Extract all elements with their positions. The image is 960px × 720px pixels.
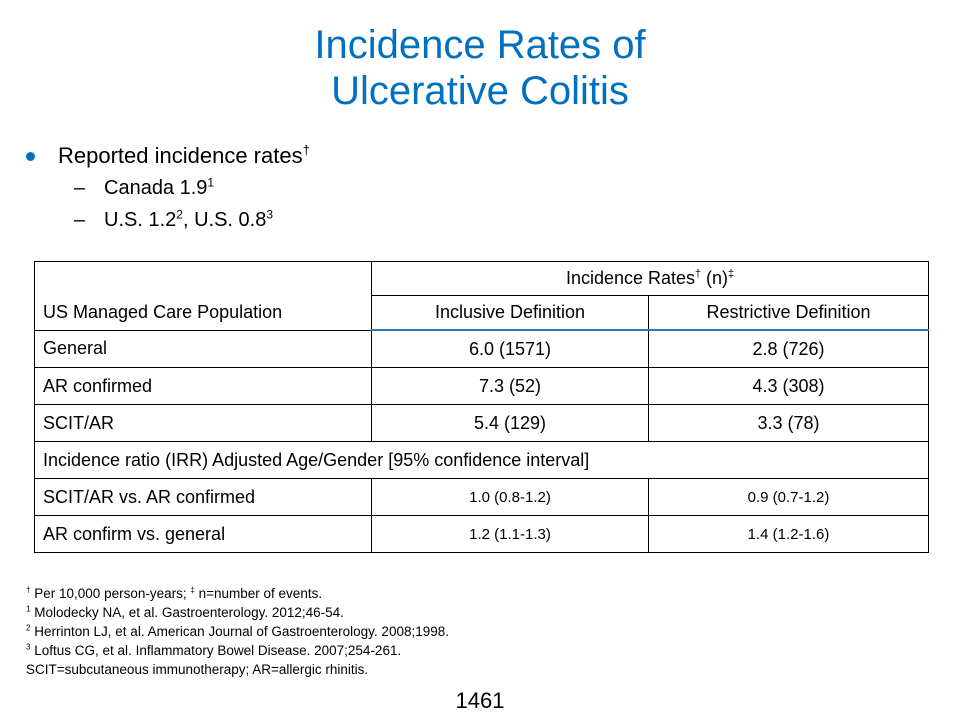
column-header-restrictive: Restrictive Definition	[648, 295, 929, 331]
table-row: SCIT/AR vs. AR confirmed 1.0 (0.8-1.2) 0…	[34, 478, 929, 516]
sub-bullet-text: U.S. 1.2	[104, 209, 177, 231]
cell-restrictive: 1.4 (1.2-1.6)	[648, 515, 929, 553]
dash-icon: –	[74, 177, 86, 199]
bullet-list: Reported incidence rates† – Canada 1.91 …	[26, 141, 310, 235]
column-header-inclusive: Inclusive Definition	[371, 295, 649, 331]
footnote-line: SCIT=subcutaneous immunotherapy; AR=alle…	[26, 660, 449, 679]
reference-mark: 3	[266, 207, 274, 222]
footnote-text: Herrinton LJ, et al. American Journal of…	[30, 624, 450, 639]
footnote-text: n=number of events.	[194, 586, 323, 601]
footnote-text: SCIT=subcutaneous immunotherapy; AR=alle…	[26, 662, 369, 677]
bullet-text: Reported incidence rates	[58, 143, 303, 168]
cell-inclusive: 7.3 (52)	[371, 367, 649, 405]
footnote-line: 3 Loftus CG, et al. Inflammatory Bowel D…	[26, 641, 449, 660]
cell-restrictive: 2.8 (726)	[648, 329, 929, 368]
row-label: SCIT/AR vs. AR confirmed	[34, 478, 372, 516]
cell-inclusive: 5.4 (129)	[371, 404, 649, 442]
table-header-row: US Managed Care Population Incidence Rat…	[34, 261, 929, 331]
reference-mark: 3	[26, 642, 31, 652]
dagger-mark: †	[695, 268, 702, 280]
column-group-header: Incidence Rates† (n)‡	[371, 261, 929, 296]
reference-mark: 2	[176, 207, 183, 222]
sub-bullet-canada: – Canada 1.91	[26, 173, 310, 203]
footnote-line: 2 Herrinton LJ, et al. American Journal …	[26, 622, 449, 641]
slide-title: Incidence Rates of Ulcerative Colitis	[0, 22, 960, 114]
footnote-line: † Per 10,000 person-years; ‡ n=number of…	[26, 584, 449, 603]
table-row: AR confirm vs. general 1.2 (1.1-1.3) 1.4…	[34, 515, 929, 553]
row-label: General	[34, 329, 372, 368]
row-label: SCIT/AR	[34, 404, 372, 442]
group-header-n: (n)	[701, 268, 729, 288]
title-line-2: Ulcerative Colitis	[331, 69, 629, 113]
title-line-1: Incidence Rates of	[314, 23, 646, 67]
column-header-population: US Managed Care Population	[34, 261, 372, 331]
double-dagger-mark: ‡	[190, 585, 195, 595]
page-number: 1461	[455, 688, 505, 713]
dagger-mark: †	[302, 142, 310, 158]
cell-inclusive: 6.0 (1571)	[371, 329, 649, 368]
incidence-table: US Managed Care Population Incidence Rat…	[34, 261, 929, 553]
row-label: AR confirm vs. general	[34, 515, 372, 553]
bullet-item: Reported incidence rates†	[26, 141, 310, 171]
reference-mark: 1	[207, 175, 215, 190]
sub-bullet-text: Canada 1.9	[104, 177, 208, 199]
table-row: SCIT/AR 5.4 (129) 3.3 (78)	[34, 404, 929, 442]
footnote-line: 1 Molodecky NA, et al. Gastroenterology.…	[26, 603, 449, 622]
cell-restrictive: 0.9 (0.7-1.2)	[648, 478, 929, 516]
sub-bullet-text: , U.S. 0.8	[182, 209, 267, 231]
cell-restrictive: 3.3 (78)	[648, 404, 929, 442]
table-subheader-row: Inclusive Definition Restrictive Definit…	[35, 295, 929, 331]
sub-bullet-us: – U.S. 1.22, U.S. 0.83	[26, 205, 310, 235]
group-header-text: Incidence Rates	[565, 268, 696, 288]
table-row: AR confirmed 7.3 (52) 4.3 (308)	[34, 367, 929, 405]
footnote-text: Per 10,000 person-years;	[30, 586, 191, 601]
table-row: General 6.0 (1571) 2.8 (726)	[34, 329, 929, 368]
dagger-mark: †	[26, 585, 31, 595]
bullet-dot-icon	[26, 152, 35, 161]
reference-mark: 1	[26, 604, 31, 614]
footnotes: † Per 10,000 person-years; ‡ n=number of…	[26, 584, 449, 679]
footnote-text: Molodecky NA, et al. Gastroenterology. 2…	[30, 605, 344, 620]
cell-inclusive: 1.2 (1.1-1.3)	[371, 515, 649, 553]
dash-icon: –	[74, 209, 86, 231]
cell-inclusive: 1.0 (0.8-1.2)	[371, 478, 649, 516]
reference-mark: 2	[26, 623, 31, 633]
footnote-text: Loftus CG, et al. Inflammatory Bowel Dis…	[30, 643, 402, 658]
row-label: AR confirmed	[34, 367, 372, 405]
cell-restrictive: 4.3 (308)	[648, 367, 929, 405]
section-label: Incidence ratio (IRR) Adjusted Age/Gende…	[34, 441, 929, 479]
double-dagger-mark: ‡	[728, 268, 735, 280]
table-section-row: Incidence ratio (IRR) Adjusted Age/Gende…	[34, 441, 929, 479]
